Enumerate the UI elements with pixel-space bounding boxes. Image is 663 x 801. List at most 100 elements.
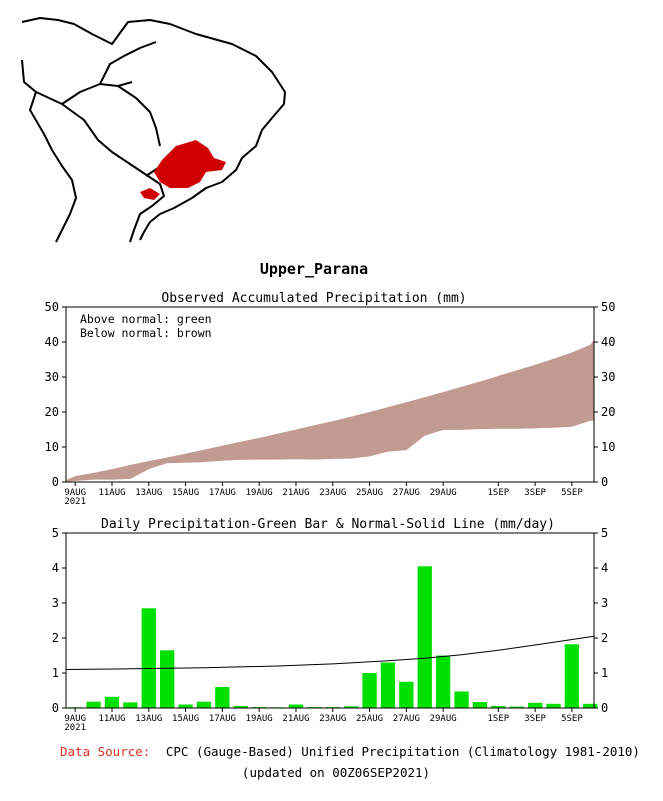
acc-xtick-label: 25AUG — [356, 488, 383, 498]
daily-ytick-label-left: 4 — [52, 561, 59, 575]
daily-ytick-label-left: 0 — [52, 701, 59, 715]
region-title: Upper_Parana — [260, 260, 368, 278]
acc-xtick-label: 9AUG — [64, 488, 86, 498]
region-map — [21, 17, 286, 243]
acc-xtick-label: 29AUG — [430, 488, 457, 498]
daily-xtick-label: 19AUG — [246, 714, 273, 724]
acc-xtick-label: 5SEP — [561, 488, 583, 498]
acc-ytick-label-right: 10 — [601, 440, 615, 454]
andes-border — [35, 91, 165, 243]
acc-xtick-year: 2021 — [64, 497, 86, 507]
acc-ytick-label-left: 30 — [45, 370, 59, 384]
daily-xtick-label: 5SEP — [561, 714, 583, 724]
acc-xtick-label: 21AUG — [282, 488, 309, 498]
daily-ytick-label-left: 3 — [52, 596, 59, 610]
daily-ytick-label-right: 2 — [601, 631, 608, 645]
acc-plot-frame — [65, 306, 595, 483]
legend-below-normal: Below normal: brown — [80, 326, 212, 340]
daily-bar — [233, 705, 248, 708]
acc-ytick-label-right: 20 — [601, 405, 615, 419]
acc-ytick-label-right: 0 — [601, 475, 608, 489]
daily-xtick-label: 17AUG — [209, 714, 236, 724]
data-source-label: Data Source: — [60, 744, 150, 759]
daily-ytick-label-right: 0 — [601, 701, 608, 715]
acc-xtick-label: 19AUG — [246, 488, 273, 498]
inner-borders — [61, 41, 169, 177]
daily-ytick-label-right: 1 — [601, 666, 608, 680]
acc-ytick-label-right: 30 — [601, 370, 615, 384]
daily-bar — [104, 696, 120, 708]
legend-above-normal: Above normal: green — [80, 312, 212, 326]
acc-xtick-label: 27AUG — [393, 488, 420, 498]
accumulated-precip-chart: Observed Accumulated Precipitation (mm) … — [45, 291, 616, 507]
acc-ytick-label-left: 50 — [45, 300, 59, 314]
daily-bar — [509, 706, 524, 708]
daily-bar — [196, 701, 212, 708]
daily-bar — [472, 702, 488, 708]
daily-xtick-label: 23AUG — [319, 714, 346, 724]
daily-plot-frame — [65, 532, 595, 709]
acc-ytick-label-left: 0 — [52, 475, 59, 489]
daily-xtick-label: 11AUG — [98, 714, 125, 724]
highlighted-basin — [140, 140, 226, 200]
below-normal-band — [66, 339, 594, 482]
daily-bar — [454, 691, 469, 708]
daily-ytick-label-left: 1 — [52, 666, 59, 680]
updated-note: (updated on 00Z06SEP2021) — [242, 765, 430, 780]
daily-xtick-label: 13AUG — [135, 714, 162, 724]
daily-bar — [362, 673, 377, 708]
daily-bar — [123, 702, 138, 708]
daily-bar — [491, 705, 506, 708]
daily-bar — [86, 701, 101, 708]
south-america-coastline — [21, 17, 286, 241]
acc-xtick-label: 11AUG — [98, 488, 125, 498]
acc-ytick-label-left: 10 — [45, 440, 59, 454]
daily-xtick-label: 15AUG — [172, 714, 199, 724]
daily-chart-title: Daily Precipitation-Green Bar & Normal-S… — [101, 517, 555, 532]
acc-xtick-label: 13AUG — [135, 488, 162, 498]
acc-xtick-label: 1SEP — [487, 488, 509, 498]
daily-xtick-label: 3SEP — [524, 714, 546, 724]
daily-xtick-label: 25AUG — [356, 714, 383, 724]
normal-daily-line — [65, 635, 595, 670]
daily-ytick-label-right: 4 — [601, 561, 608, 575]
daily-ytick-label-right: 5 — [601, 526, 608, 540]
data-source-line: Data Source: CPC (Gauge-Based) Unified P… — [60, 744, 640, 759]
daily-xtick-label: 27AUG — [393, 714, 420, 724]
daily-xtick-label: 29AUG — [430, 714, 457, 724]
daily-bar — [583, 703, 598, 708]
daily-bar — [141, 608, 156, 709]
daily-precip-chart: Daily Precipitation-Green Bar & Normal-S… — [52, 517, 608, 733]
daily-bar — [436, 655, 451, 708]
accumulated-chart-title: Observed Accumulated Precipitation (mm) — [161, 291, 466, 306]
west-coast — [21, 59, 77, 243]
daily-bar — [160, 650, 175, 709]
acc-ytick-label-left: 40 — [45, 335, 59, 349]
acc-ytick-label-right: 40 — [601, 335, 615, 349]
daily-bar — [215, 687, 230, 708]
daily-bar — [417, 566, 432, 709]
daily-bar — [564, 644, 579, 708]
daily-bar — [380, 662, 396, 708]
upper-parana-tail — [140, 188, 160, 200]
daily-xtick-label: 21AUG — [282, 714, 309, 724]
daily-bar — [546, 703, 561, 708]
data-source-text: CPC (Gauge-Based) Unified Precipitation … — [166, 744, 640, 759]
daily-ytick-label-right: 3 — [601, 596, 608, 610]
acc-xtick-label: 17AUG — [209, 488, 236, 498]
acc-xtick-label: 3SEP — [524, 488, 546, 498]
daily-xtick-year: 2021 — [64, 723, 86, 733]
daily-ytick-label-left: 2 — [52, 631, 59, 645]
daily-xtick-label: 1SEP — [487, 714, 509, 724]
acc-ytick-label-right: 50 — [601, 300, 615, 314]
daily-xtick-label: 9AUG — [64, 714, 86, 724]
daily-bar — [399, 681, 414, 709]
daily-ytick-label-left: 5 — [52, 526, 59, 540]
acc-xtick-label: 15AUG — [172, 488, 199, 498]
upper-parana-region — [154, 140, 226, 188]
daily-bar — [288, 704, 304, 708]
daily-bar — [178, 704, 193, 708]
acc-ytick-label-left: 20 — [45, 405, 59, 419]
acc-xtick-label: 23AUG — [319, 488, 346, 498]
